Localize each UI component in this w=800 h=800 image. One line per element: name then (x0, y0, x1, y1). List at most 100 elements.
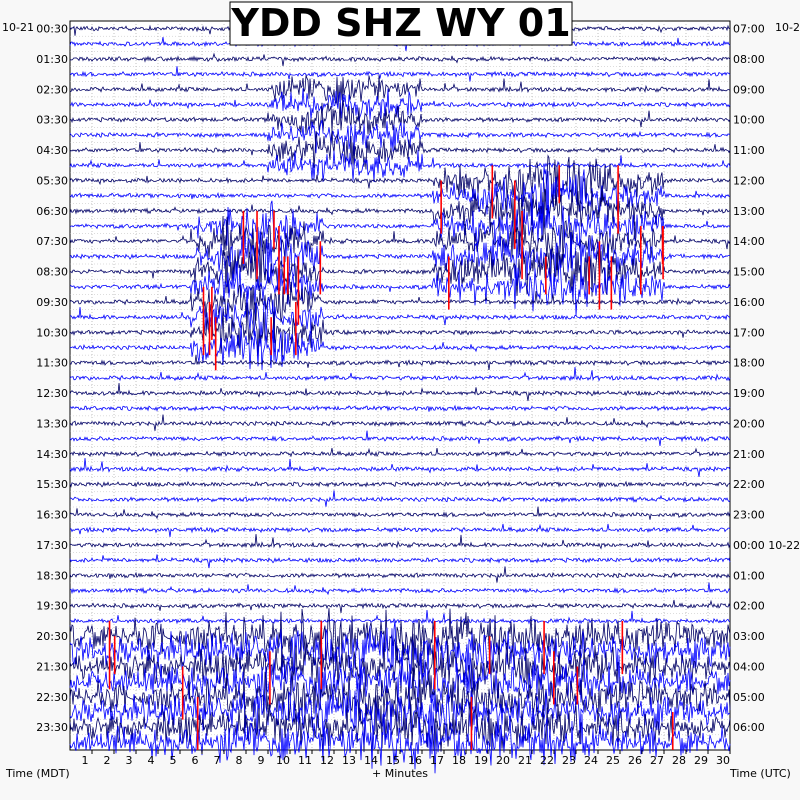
x-tick-label: 13 (342, 754, 356, 767)
left-time-label: 00:30 (36, 23, 68, 36)
x-tick-label: 22 (540, 754, 554, 767)
trace-line (69, 506, 731, 520)
left-time-label: 02:30 (36, 83, 68, 96)
trace-line (69, 75, 731, 106)
x-tick-label: 9 (258, 754, 265, 767)
right-time-label: 22:00 (733, 478, 765, 491)
trace-line (69, 695, 731, 755)
x-tick-label: 25 (606, 754, 620, 767)
trace-line (69, 582, 731, 596)
left-time-label: 22:30 (36, 691, 68, 704)
trace-line (69, 187, 731, 235)
trace-line (69, 149, 731, 183)
x-tick-label: 24 (584, 754, 598, 767)
left-time-label: 13:30 (36, 417, 68, 430)
trace-line (69, 281, 731, 328)
trace-line (69, 366, 731, 382)
x-tick-label: 1 (82, 754, 89, 767)
right-time-label: 19:00 (733, 387, 765, 400)
left-axis-title: Time (MDT) (5, 767, 70, 780)
trace-line (69, 404, 731, 412)
trace-line (69, 447, 731, 458)
trace-line (69, 119, 731, 156)
trace-line (70, 523, 731, 538)
trace-line (69, 88, 731, 122)
x-tick-label: 20 (496, 754, 510, 767)
right-time-label: 17:00 (733, 326, 765, 339)
x-tick-label: 18 (452, 754, 466, 767)
trace-line (69, 383, 731, 402)
right-time-label: 20:00 (733, 417, 765, 430)
right-time-label: 02:00 (733, 600, 765, 613)
right-time-label: 07:00 (733, 23, 765, 36)
trace-line (69, 302, 731, 358)
left-time-label: 12:30 (36, 387, 68, 400)
trace-line (69, 285, 731, 347)
left-time-label: 20:30 (36, 630, 68, 643)
x-tick-label: 15 (386, 754, 400, 767)
x-tick-label: 27 (650, 754, 664, 767)
x-tick-label: 8 (236, 754, 243, 767)
x-tick-label: 29 (694, 754, 708, 767)
trace-line (69, 480, 731, 488)
left-time-label: 04:30 (36, 144, 68, 157)
x-axis-title: + Minutes (372, 767, 428, 780)
trace-line (69, 259, 731, 316)
right-time-label: 03:00 (733, 630, 765, 643)
right-time-label: 18:00 (733, 357, 765, 370)
x-tick-label: 2 (104, 754, 111, 767)
right-axis-title: Time (UTC) (729, 767, 791, 780)
x-tick-label: 11 (298, 754, 312, 767)
trace-line (69, 154, 731, 207)
right-time-label: 23:00 (733, 509, 765, 522)
right-time-label: 11:00 (733, 144, 765, 157)
trace-line (69, 633, 731, 695)
left-time-label: 06:30 (36, 205, 68, 218)
left-date-label: 10-21 (2, 21, 34, 34)
right-time-label: 08:00 (733, 53, 765, 66)
left-time-label: 05:30 (36, 174, 68, 187)
axis-labels: 10-21 10-2 Time (MDT) Time (UTC) + Minut… (2, 21, 800, 780)
left-time-label: 23:30 (36, 721, 68, 734)
left-time-label: 19:30 (36, 600, 68, 613)
x-tick-label: 21 (518, 754, 532, 767)
trace-line (69, 198, 731, 253)
x-tick-label: 5 (170, 754, 177, 767)
trace-line (69, 430, 731, 446)
x-tick-label: 12 (320, 754, 334, 767)
trace-line (69, 166, 731, 226)
left-time-label: 07:30 (36, 235, 68, 248)
right-time-label: 04:00 (733, 660, 765, 673)
chart-title: YDD SHZ WY 01 (230, 1, 570, 45)
right-time-label: 12:00 (733, 174, 765, 187)
trace-line (69, 458, 731, 477)
trace-line (69, 130, 731, 170)
left-time-label: 21:30 (36, 660, 68, 673)
left-time-label: 08:30 (36, 266, 68, 279)
left-time-label: 10:30 (36, 326, 68, 339)
right-time-label: 13:00 (733, 205, 765, 218)
x-tick-label: 3 (126, 754, 133, 767)
x-tick-label: 14 (364, 754, 378, 767)
title-box: YDD SHZ WY 01 (229, 1, 573, 46)
x-tick-label: 16 (408, 754, 422, 767)
left-time-label: 01:30 (36, 53, 68, 66)
right-time-label: 09:00 (733, 83, 765, 96)
right-time-label: 06:00 (733, 721, 765, 734)
trace-line (69, 66, 731, 82)
right-time-label: 00:00 10-22 (733, 539, 800, 552)
trace-line (69, 354, 731, 371)
x-tick-label: 19 (474, 754, 488, 767)
trace-line (69, 414, 731, 431)
x-tick-label: 6 (192, 754, 199, 767)
title-background (229, 1, 573, 46)
trace-line (69, 534, 731, 550)
right-time-label: 01:00 (733, 569, 765, 582)
trace-line (69, 554, 731, 569)
right-time-label: 16:00 (733, 296, 765, 309)
trace-line (69, 241, 731, 297)
left-time-label: 03:30 (36, 114, 68, 127)
trace-line (69, 100, 731, 135)
x-tick-label: 17 (430, 754, 444, 767)
